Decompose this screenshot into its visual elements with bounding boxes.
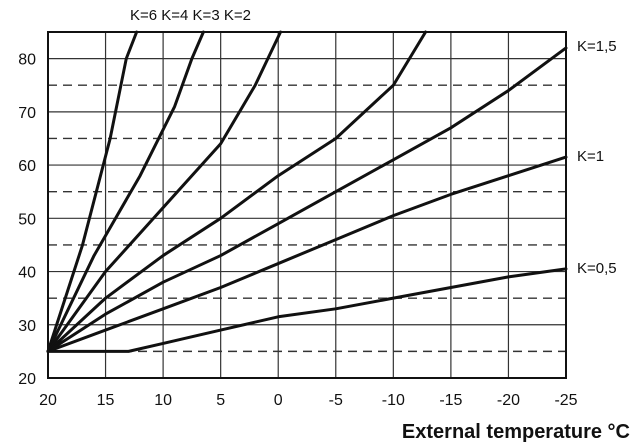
top-curve-labels: K=6 K=4 K=3 K=2 xyxy=(130,7,251,24)
x-tick-label: -25 xyxy=(554,392,577,409)
curve-k-3 xyxy=(46,30,283,353)
x-tick-label: 5 xyxy=(216,392,225,409)
grid xyxy=(47,32,567,378)
x-tick-label: 20 xyxy=(39,392,57,409)
y-tick-label: 20 xyxy=(18,371,36,388)
curve-label-k0-5: K=0,5 xyxy=(577,260,617,277)
plot-frame xyxy=(47,31,567,379)
y-tick-label: 50 xyxy=(18,211,36,228)
y-tick-label: 40 xyxy=(18,265,36,282)
curve-k-2 xyxy=(46,30,428,353)
curve-k-4 xyxy=(46,30,205,353)
curve-k-0-5 xyxy=(46,267,568,353)
x-tick-label: 15 xyxy=(97,392,115,409)
y-tick-label: 30 xyxy=(18,318,36,335)
curves xyxy=(46,30,568,353)
y-tick-label: 80 xyxy=(18,52,36,69)
curve-k-1 xyxy=(46,155,568,353)
y-tick-label: 70 xyxy=(18,105,36,122)
x-tick-label: -10 xyxy=(382,392,405,409)
curve-k-6 xyxy=(46,30,139,353)
x-tick-label: 0 xyxy=(274,392,283,409)
x-tick-label: -20 xyxy=(497,392,520,409)
curve-label-k1-5: K=1,5 xyxy=(577,38,617,55)
curve-label-k1: K=1 xyxy=(577,148,604,165)
curve-k-1-5 xyxy=(46,46,568,353)
x-tick-label: -5 xyxy=(329,392,343,409)
y-tick-label: 60 xyxy=(18,158,36,175)
x-tick-label: 10 xyxy=(154,392,172,409)
x-axis-title: External temperature °C xyxy=(402,421,630,443)
x-tick-label: -15 xyxy=(439,392,462,409)
